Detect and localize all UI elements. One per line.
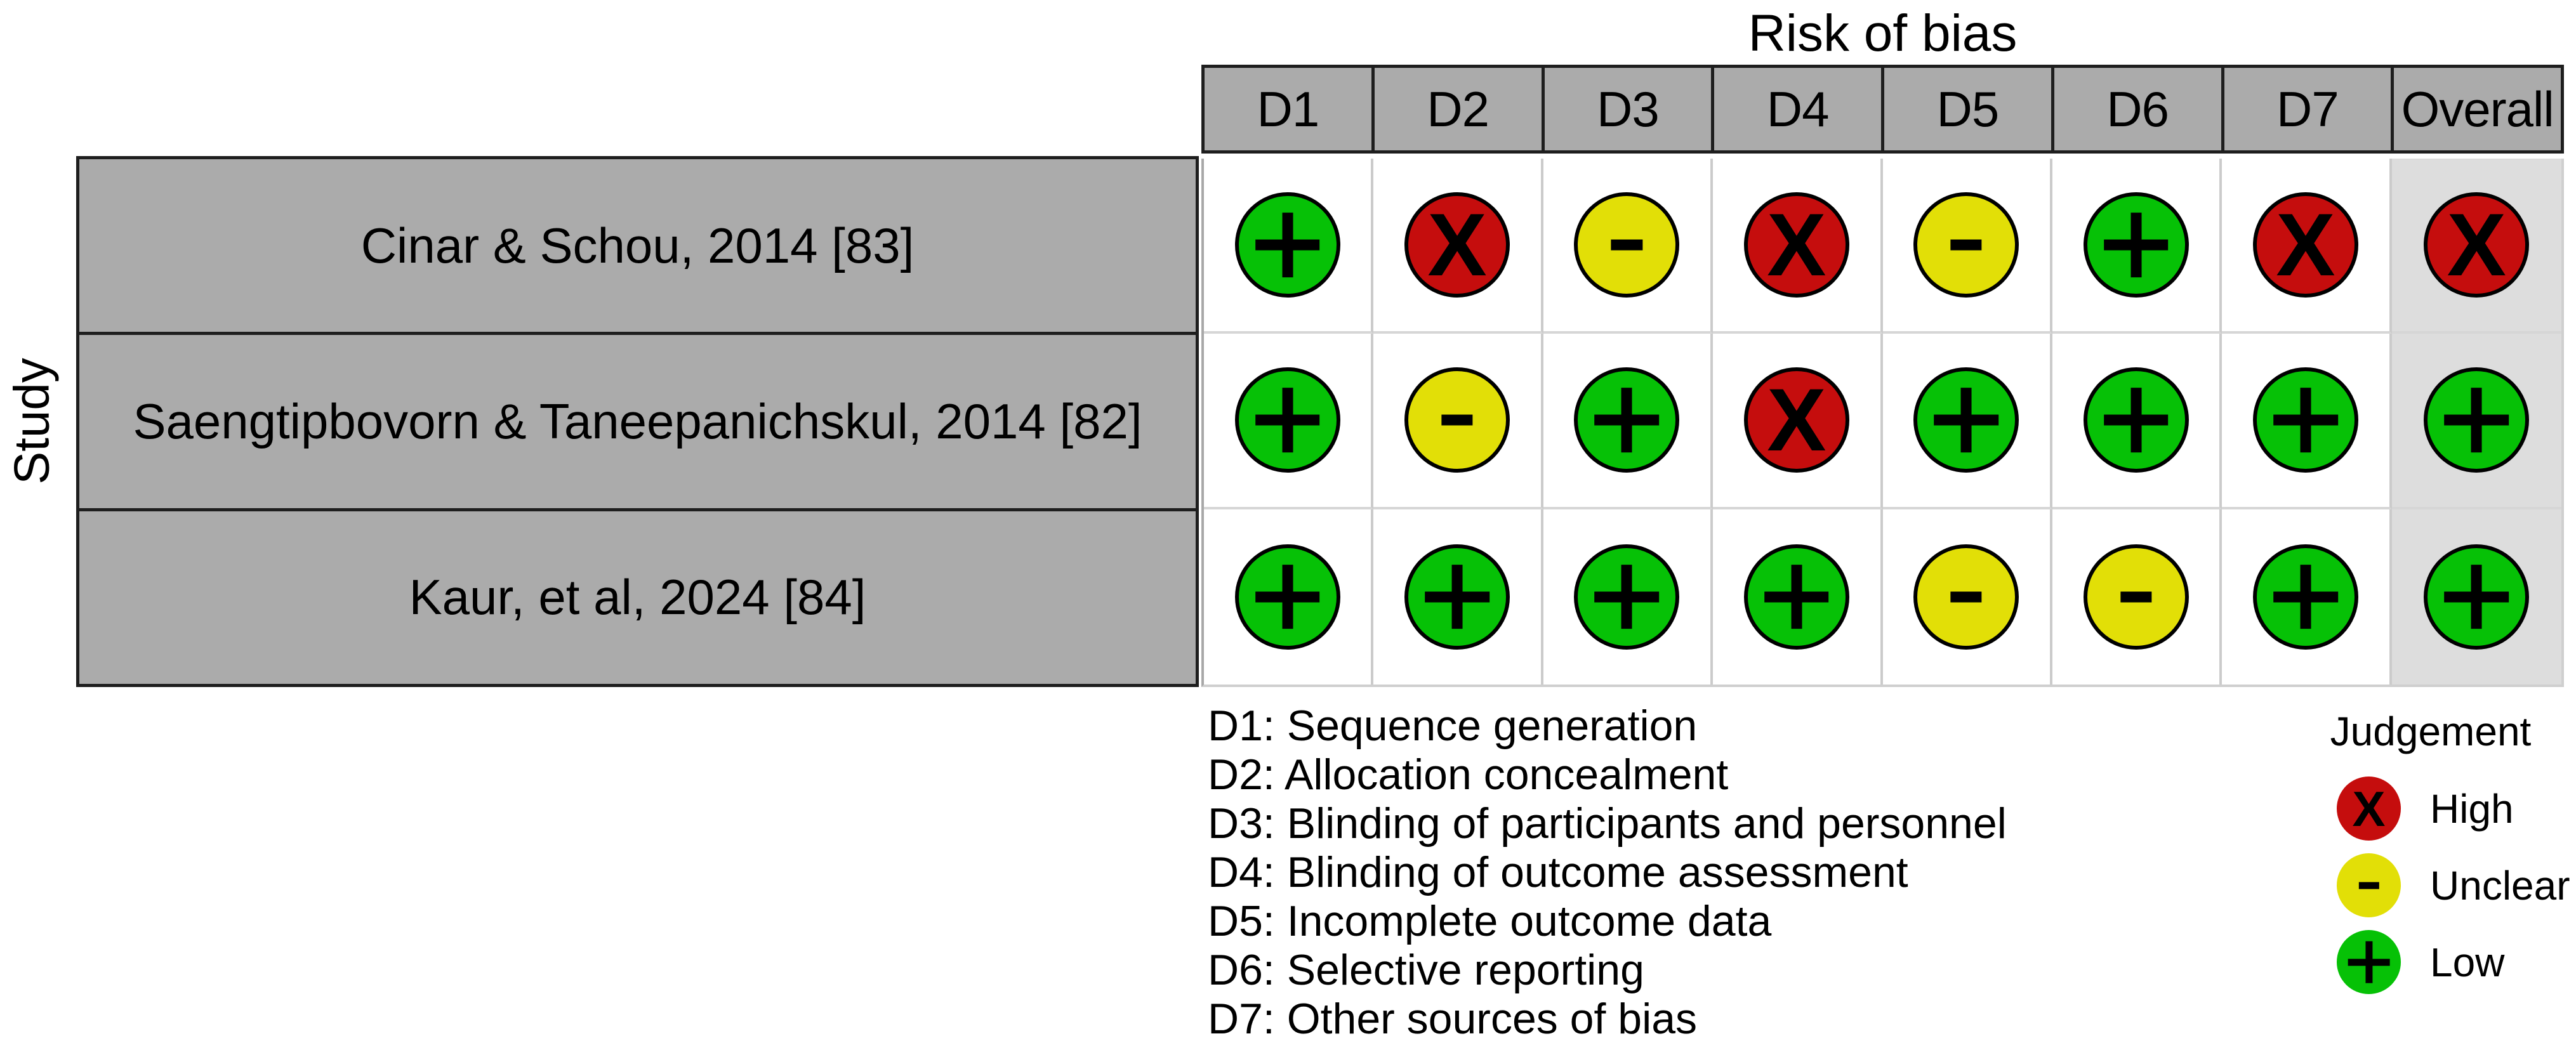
study-label-column: Cinar & Schou, 2014 [83] Saengtipbovorn &… — [76, 156, 1199, 687]
study-label: Kaur, et al, 2024 [84] — [79, 511, 1196, 684]
column-header-overall: Overall — [2394, 68, 2561, 150]
judgement-circle-unclear — [1913, 544, 2019, 650]
judgement-cell — [2391, 509, 2561, 685]
legend-item-unclear: Unclear — [2310, 847, 2570, 924]
legend-label-low: Low — [2430, 939, 2505, 985]
judgement-cell — [2391, 334, 2561, 509]
y-axis-label: Study — [3, 358, 60, 485]
footnote-d7: D7: Other sources of bias — [1208, 995, 1698, 1043]
judgement-circle-low — [1404, 544, 1510, 650]
judgement-cell — [1543, 509, 1714, 685]
judgement-circle-high: X — [1404, 192, 1510, 298]
chart-title: Risk of bias — [1748, 4, 2018, 62]
judgement-cell — [1543, 334, 1714, 509]
judgement-cell — [2222, 509, 2392, 685]
legend-items: X High Unclear Low — [2310, 770, 2570, 1000]
judgement-circle-unclear — [1913, 192, 2019, 298]
judgement-cell: X — [1373, 159, 1543, 334]
judgement-circle-unclear — [2337, 853, 2401, 917]
judgement-circle-low — [1743, 544, 1849, 650]
judgement-circle-low — [2252, 367, 2358, 473]
judgement-cell — [2052, 159, 2223, 334]
judgement-cell — [1204, 159, 1374, 334]
judgement-circle-low — [1574, 544, 1680, 650]
footnote-d2: D2: Allocation concealment — [1208, 750, 1729, 799]
study-label: Cinar & Schou, 2014 [83] — [79, 159, 1196, 336]
footnote-d4: D4: Blinding of outcome assessment — [1208, 848, 1908, 896]
domain-footnotes: D1: Sequence generation D2: Allocation co… — [1208, 702, 2007, 1044]
legend: Judgement X High Unclear Low — [2310, 708, 2570, 1000]
judgement-cell — [1373, 509, 1543, 685]
judgement-circle-low — [2424, 367, 2530, 473]
study-label: Saengtipbovorn & Taneepanichskul, 2014 [… — [79, 335, 1196, 511]
judgement-circle-low — [2424, 544, 2530, 650]
judgement-circle-low — [1574, 367, 1680, 473]
judgement-circle-unclear — [1404, 367, 1510, 473]
judgement-circle-low — [1234, 192, 1340, 298]
legend-title: Judgement — [2330, 709, 2532, 754]
footnote-d5: D5: Incomplete outcome data — [1208, 897, 1772, 945]
judgement-cell — [1713, 509, 1883, 685]
legend-label-high: High — [2430, 785, 2514, 832]
footnote-d3: D3: Blinding of participants and personn… — [1208, 799, 2007, 848]
judgement-circle-low — [2252, 544, 2358, 650]
judgement-cell — [1543, 159, 1714, 334]
judgement-circle-high: X — [1743, 367, 1849, 473]
judgement-cell — [1882, 159, 2052, 334]
judgement-cell — [1204, 509, 1374, 685]
column-header-d2: D2 — [1374, 68, 1545, 150]
column-header-d1: D1 — [1205, 68, 1375, 150]
column-header-d6: D6 — [2054, 68, 2224, 150]
judgement-circle-low — [1234, 367, 1340, 473]
judgement-circle-low — [1234, 544, 1340, 650]
column-header-d7: D7 — [2224, 68, 2394, 150]
judgement-circle-unclear — [1574, 192, 1680, 298]
judgement-cell — [1882, 509, 2052, 685]
judgement-cell: X — [2222, 159, 2392, 334]
judgement-cell — [2222, 334, 2392, 509]
judgement-cell: X — [2391, 159, 2561, 334]
column-header-d3: D3 — [1544, 68, 1715, 150]
judgement-circle-high: X — [2252, 192, 2358, 298]
judgement-circle-unclear — [2083, 544, 2189, 650]
judgement-cell — [1373, 334, 1543, 509]
legend-label-unclear: Unclear — [2430, 862, 2570, 908]
judgement-circle-high: X — [2424, 192, 2530, 298]
judgement-circle-high: X — [2337, 777, 2401, 841]
footnote-d1: D1: Sequence generation — [1208, 702, 1698, 750]
judgement-cell — [2052, 334, 2223, 509]
judgement-circle-low — [2083, 367, 2189, 473]
judgement-cell: X — [1713, 159, 1883, 334]
judgement-cell: X — [1713, 334, 1883, 509]
judgement-circle-low — [2083, 192, 2189, 298]
column-header-d4: D4 — [1714, 68, 1884, 150]
footnote-d6: D6: Selective reporting — [1208, 946, 1644, 994]
judgement-cell — [1204, 334, 1374, 509]
column-header-row: D1 D2 D3 D4 D5 D6 D7 Overall — [1201, 65, 2564, 154]
column-header-d5: D5 — [1884, 68, 2054, 150]
legend-item-low: Low — [2310, 924, 2570, 1000]
judgement-circle-low — [2337, 930, 2401, 994]
judgement-circle-low — [1913, 367, 2019, 473]
legend-item-high: X High — [2310, 770, 2570, 847]
judgement-cell — [1882, 334, 2052, 509]
judgement-cell — [2052, 509, 2223, 685]
judgement-circle-high: X — [1743, 192, 1849, 298]
